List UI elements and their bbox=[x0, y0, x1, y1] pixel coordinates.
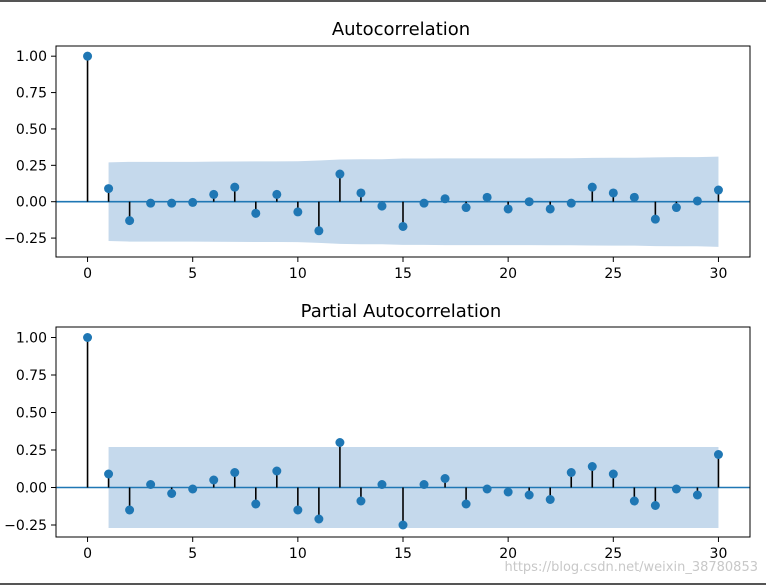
data-point bbox=[188, 197, 198, 207]
data-point bbox=[545, 204, 555, 214]
frame-top-border bbox=[0, 0, 766, 2]
data-point bbox=[272, 189, 282, 199]
data-point bbox=[146, 198, 156, 208]
x-tick-label: 0 bbox=[83, 266, 92, 282]
data-point bbox=[608, 469, 618, 479]
data-point bbox=[650, 501, 660, 510]
autocorrelation-subplot: Autocorrelation 0 5 10 15 20 25 30 1.00 0.75 0.5… bbox=[4, 19, 751, 282]
data-point bbox=[629, 192, 639, 202]
data-point bbox=[524, 197, 534, 207]
y-tick-label: 0.50 bbox=[16, 122, 47, 138]
x-tick-label: 10 bbox=[289, 266, 307, 282]
data-point bbox=[482, 484, 492, 494]
data-point bbox=[125, 216, 135, 226]
data-point bbox=[293, 207, 303, 217]
y-tick-label: 0.00 bbox=[16, 195, 47, 211]
y-tick-label: 0.75 bbox=[16, 368, 47, 384]
data-point bbox=[146, 480, 156, 489]
y-tick-label: 0.25 bbox=[16, 443, 47, 459]
x-tick-label: 15 bbox=[394, 546, 412, 562]
data-point bbox=[377, 201, 387, 211]
data-point bbox=[167, 198, 177, 208]
data-point bbox=[629, 496, 639, 506]
data-point bbox=[671, 203, 681, 213]
data-point bbox=[650, 214, 660, 224]
data-point bbox=[671, 484, 681, 494]
x-tick-label: 5 bbox=[188, 546, 197, 562]
data-point bbox=[461, 203, 471, 213]
data-point bbox=[419, 198, 429, 208]
data-point bbox=[398, 221, 408, 231]
frame-bottom-border bbox=[0, 583, 766, 585]
x-tick-label: 10 bbox=[289, 546, 307, 562]
data-point bbox=[692, 196, 702, 206]
data-point bbox=[104, 184, 114, 194]
y-tick-label: 0.25 bbox=[16, 158, 47, 174]
data-point bbox=[713, 450, 723, 459]
data-point bbox=[83, 51, 93, 61]
x-tick-label: 5 bbox=[188, 266, 197, 282]
x-tick-label: 15 bbox=[394, 266, 412, 282]
data-point bbox=[587, 462, 597, 471]
data-point bbox=[377, 480, 387, 489]
data-point bbox=[251, 208, 261, 218]
data-point bbox=[440, 474, 450, 483]
data-point bbox=[398, 520, 408, 530]
data-point bbox=[461, 499, 471, 509]
x-tick-label: 0 bbox=[83, 546, 92, 562]
x-tick-label: 25 bbox=[604, 266, 622, 282]
y-tick-label: −0.25 bbox=[4, 231, 47, 247]
y-tick-label: 0.75 bbox=[16, 86, 47, 102]
y-tick-label: −0.25 bbox=[4, 518, 47, 534]
data-point bbox=[566, 198, 576, 208]
data-point bbox=[545, 495, 555, 504]
data-point bbox=[356, 188, 366, 198]
x-tick-label: 20 bbox=[499, 546, 517, 562]
data-point bbox=[419, 480, 429, 489]
data-point bbox=[713, 185, 723, 195]
data-point bbox=[608, 188, 618, 198]
data-point bbox=[566, 468, 576, 477]
x-tick-label: 30 bbox=[710, 546, 728, 562]
data-point bbox=[587, 182, 597, 192]
data-point bbox=[209, 189, 219, 199]
data-point bbox=[482, 192, 492, 202]
data-point bbox=[293, 505, 303, 515]
y-tick-label: 0.50 bbox=[16, 406, 47, 422]
data-point bbox=[104, 469, 114, 479]
y-tick-label: 0.00 bbox=[16, 481, 47, 497]
y-tick-label: 1.00 bbox=[16, 49, 47, 65]
data-point bbox=[209, 475, 219, 485]
chart-title: Autocorrelation bbox=[332, 19, 470, 40]
data-point bbox=[524, 490, 534, 500]
x-tick-label: 20 bbox=[499, 266, 517, 282]
x-tick-label: 25 bbox=[604, 546, 622, 562]
data-point bbox=[188, 484, 198, 494]
data-point bbox=[230, 468, 240, 477]
watermark-text: https://blog.csdn.net/weixin_38780853 bbox=[504, 560, 758, 575]
data-point bbox=[83, 333, 93, 342]
data-point bbox=[692, 490, 702, 500]
data-point bbox=[335, 438, 345, 447]
data-point bbox=[503, 487, 513, 497]
data-point bbox=[251, 499, 261, 509]
y-tick-label: 1.00 bbox=[16, 331, 47, 347]
data-point bbox=[167, 489, 177, 498]
x-tick-label: 30 bbox=[710, 266, 728, 282]
chart-title: Partial Autocorrelation bbox=[301, 301, 502, 322]
data-point bbox=[440, 194, 450, 204]
data-point bbox=[335, 169, 345, 179]
data-point bbox=[272, 466, 282, 476]
data-point bbox=[356, 496, 366, 506]
data-point bbox=[230, 182, 240, 192]
data-point bbox=[503, 204, 513, 214]
partial-autocorrelation-subplot: Partial Autocorrelation 0 5 10 15 20 25 30 1.0… bbox=[4, 301, 751, 562]
data-point bbox=[125, 505, 135, 515]
data-point bbox=[314, 514, 324, 524]
data-point bbox=[314, 226, 324, 236]
